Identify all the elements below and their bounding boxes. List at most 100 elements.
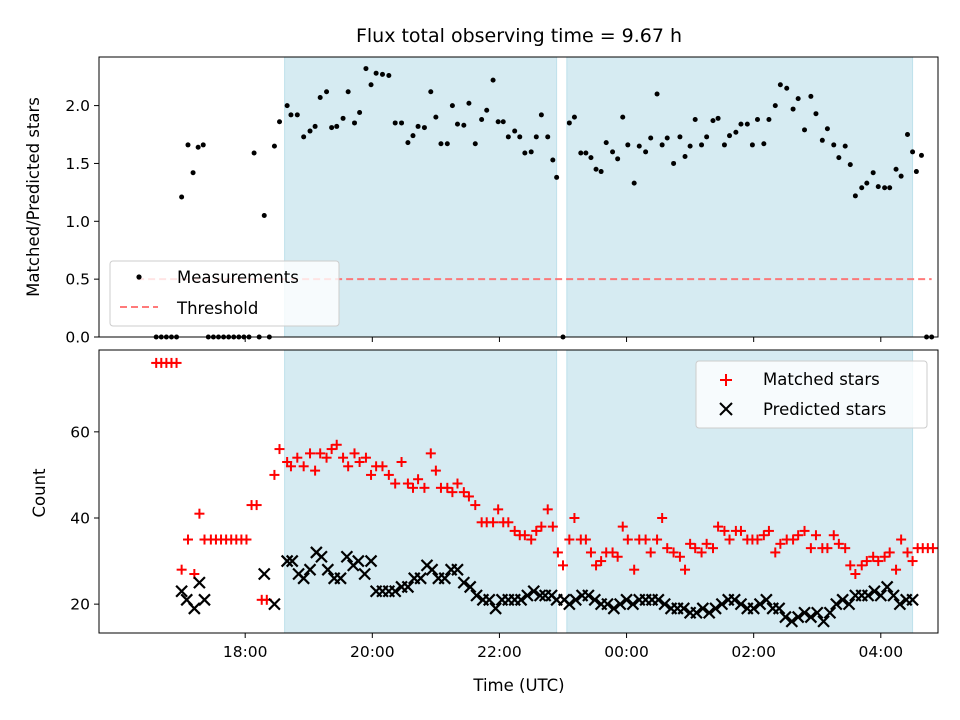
ratio-ylabel: Matched/Predicted stars <box>24 97 43 297</box>
predicted-star-point <box>626 597 640 611</box>
measurement-point <box>571 114 577 120</box>
count-ytick-label: 20 <box>70 596 90 614</box>
matched-star-point <box>591 560 602 571</box>
matched-star-point <box>396 456 407 467</box>
xtick-label: 18:00 <box>223 643 268 661</box>
measurement-point <box>410 133 416 139</box>
predicted-star-point <box>728 593 741 607</box>
measurement-point <box>749 142 755 148</box>
measurement-point <box>195 144 201 150</box>
matched-star-point <box>519 530 530 541</box>
measurement-point <box>593 166 599 172</box>
count-observing-window-1 <box>284 349 558 634</box>
matched-star-point <box>331 439 342 450</box>
predicted-star-point <box>425 563 439 576</box>
measurement-point <box>490 77 496 83</box>
measurement-point <box>379 71 385 77</box>
matched-star-point <box>612 551 623 562</box>
measurement-point <box>859 185 865 191</box>
predicted-star-point <box>861 589 875 602</box>
predicted-star-point <box>842 597 856 611</box>
measurement-point <box>449 103 455 109</box>
matched-star-point <box>251 500 262 511</box>
matched-star-point <box>377 461 388 472</box>
matched-star-point <box>269 469 280 480</box>
predicted-star-point <box>388 584 402 598</box>
ratio-ytick-label: 2.0 <box>65 97 90 115</box>
matched-star-point <box>810 530 821 541</box>
predicted-star-point <box>358 567 371 581</box>
measurement-point <box>373 70 379 76</box>
measurement-point <box>334 123 340 129</box>
measurement-point <box>190 170 196 176</box>
matched-star-point <box>390 478 401 489</box>
matched-star-point <box>338 452 349 463</box>
count-panel: 20 40 60 18:00 20:00 22:00 00:00 02:00 04:00 Co… <box>30 349 939 695</box>
matched-star-point <box>685 538 696 549</box>
count-panel-frame <box>98 349 939 634</box>
matched-star-point <box>856 560 867 571</box>
matched-star-point <box>868 551 879 562</box>
matched-star-point <box>182 534 193 545</box>
measurement-point <box>392 120 398 126</box>
predicted-star-point <box>285 554 299 568</box>
predicted-star-point <box>489 602 502 615</box>
matched-star-point <box>503 517 514 528</box>
measurement-point <box>654 91 660 97</box>
predicted-star-point <box>438 572 452 585</box>
matched-star-point <box>840 543 851 554</box>
matched-star-point <box>884 547 895 558</box>
matched-star-point <box>447 487 458 498</box>
measurement-point <box>813 111 819 117</box>
matched-star-point <box>873 556 884 567</box>
ratio-ytick-label: 0.5 <box>65 271 90 289</box>
matched-star-point <box>542 504 553 515</box>
matched-star-point <box>805 543 816 554</box>
matched-star-point <box>285 461 296 472</box>
measurement-point <box>875 184 881 190</box>
predicted-star-point <box>868 584 881 598</box>
measurement-point <box>484 107 490 113</box>
matched-star-point <box>452 478 463 489</box>
predicted-star-point <box>753 597 767 611</box>
measurement-point <box>533 134 539 140</box>
legend-measurements-label: Measurements <box>177 268 299 287</box>
predicted-star-point <box>303 563 317 576</box>
count-legend: Matched stars Predicted stars <box>695 360 928 429</box>
measurement-point <box>659 142 665 148</box>
matched-star-point <box>321 452 332 463</box>
chart-title: Flux total observing time = 9.67 h <box>356 25 682 47</box>
measurement-point <box>648 135 654 141</box>
predicted-star-point <box>734 597 748 611</box>
predicted-star-point <box>772 602 786 615</box>
measurement-point <box>433 114 439 120</box>
matched-star-point <box>596 556 607 567</box>
predicted-star-point <box>334 572 347 585</box>
measurement-point <box>610 149 616 155</box>
measurement-point <box>603 140 609 146</box>
measurement-point <box>864 180 870 186</box>
predicted-star-point <box>463 580 477 594</box>
matched-star-point <box>305 448 316 459</box>
predicted-star-point <box>760 593 773 607</box>
predicted-star-point <box>340 550 354 564</box>
measurement-point <box>550 157 556 163</box>
matched-star-point <box>413 474 424 485</box>
matched-star-point <box>707 543 718 554</box>
matched-star-point <box>822 543 833 554</box>
predicted-star-point <box>315 550 328 564</box>
measurement-point <box>918 152 924 158</box>
matched-star-point <box>343 461 354 472</box>
measurement-point <box>294 112 300 118</box>
predicted-star-point <box>527 584 541 598</box>
measurement-point <box>910 149 916 155</box>
measurement-point <box>505 134 511 140</box>
predicted-star-point <box>198 593 211 607</box>
matched-star-point <box>176 564 187 575</box>
predicted-star-point <box>470 589 483 602</box>
matched-star-point <box>442 482 453 493</box>
measurement-point <box>512 128 518 134</box>
matched-star-point <box>241 534 252 545</box>
predicted-star-point <box>188 602 201 615</box>
